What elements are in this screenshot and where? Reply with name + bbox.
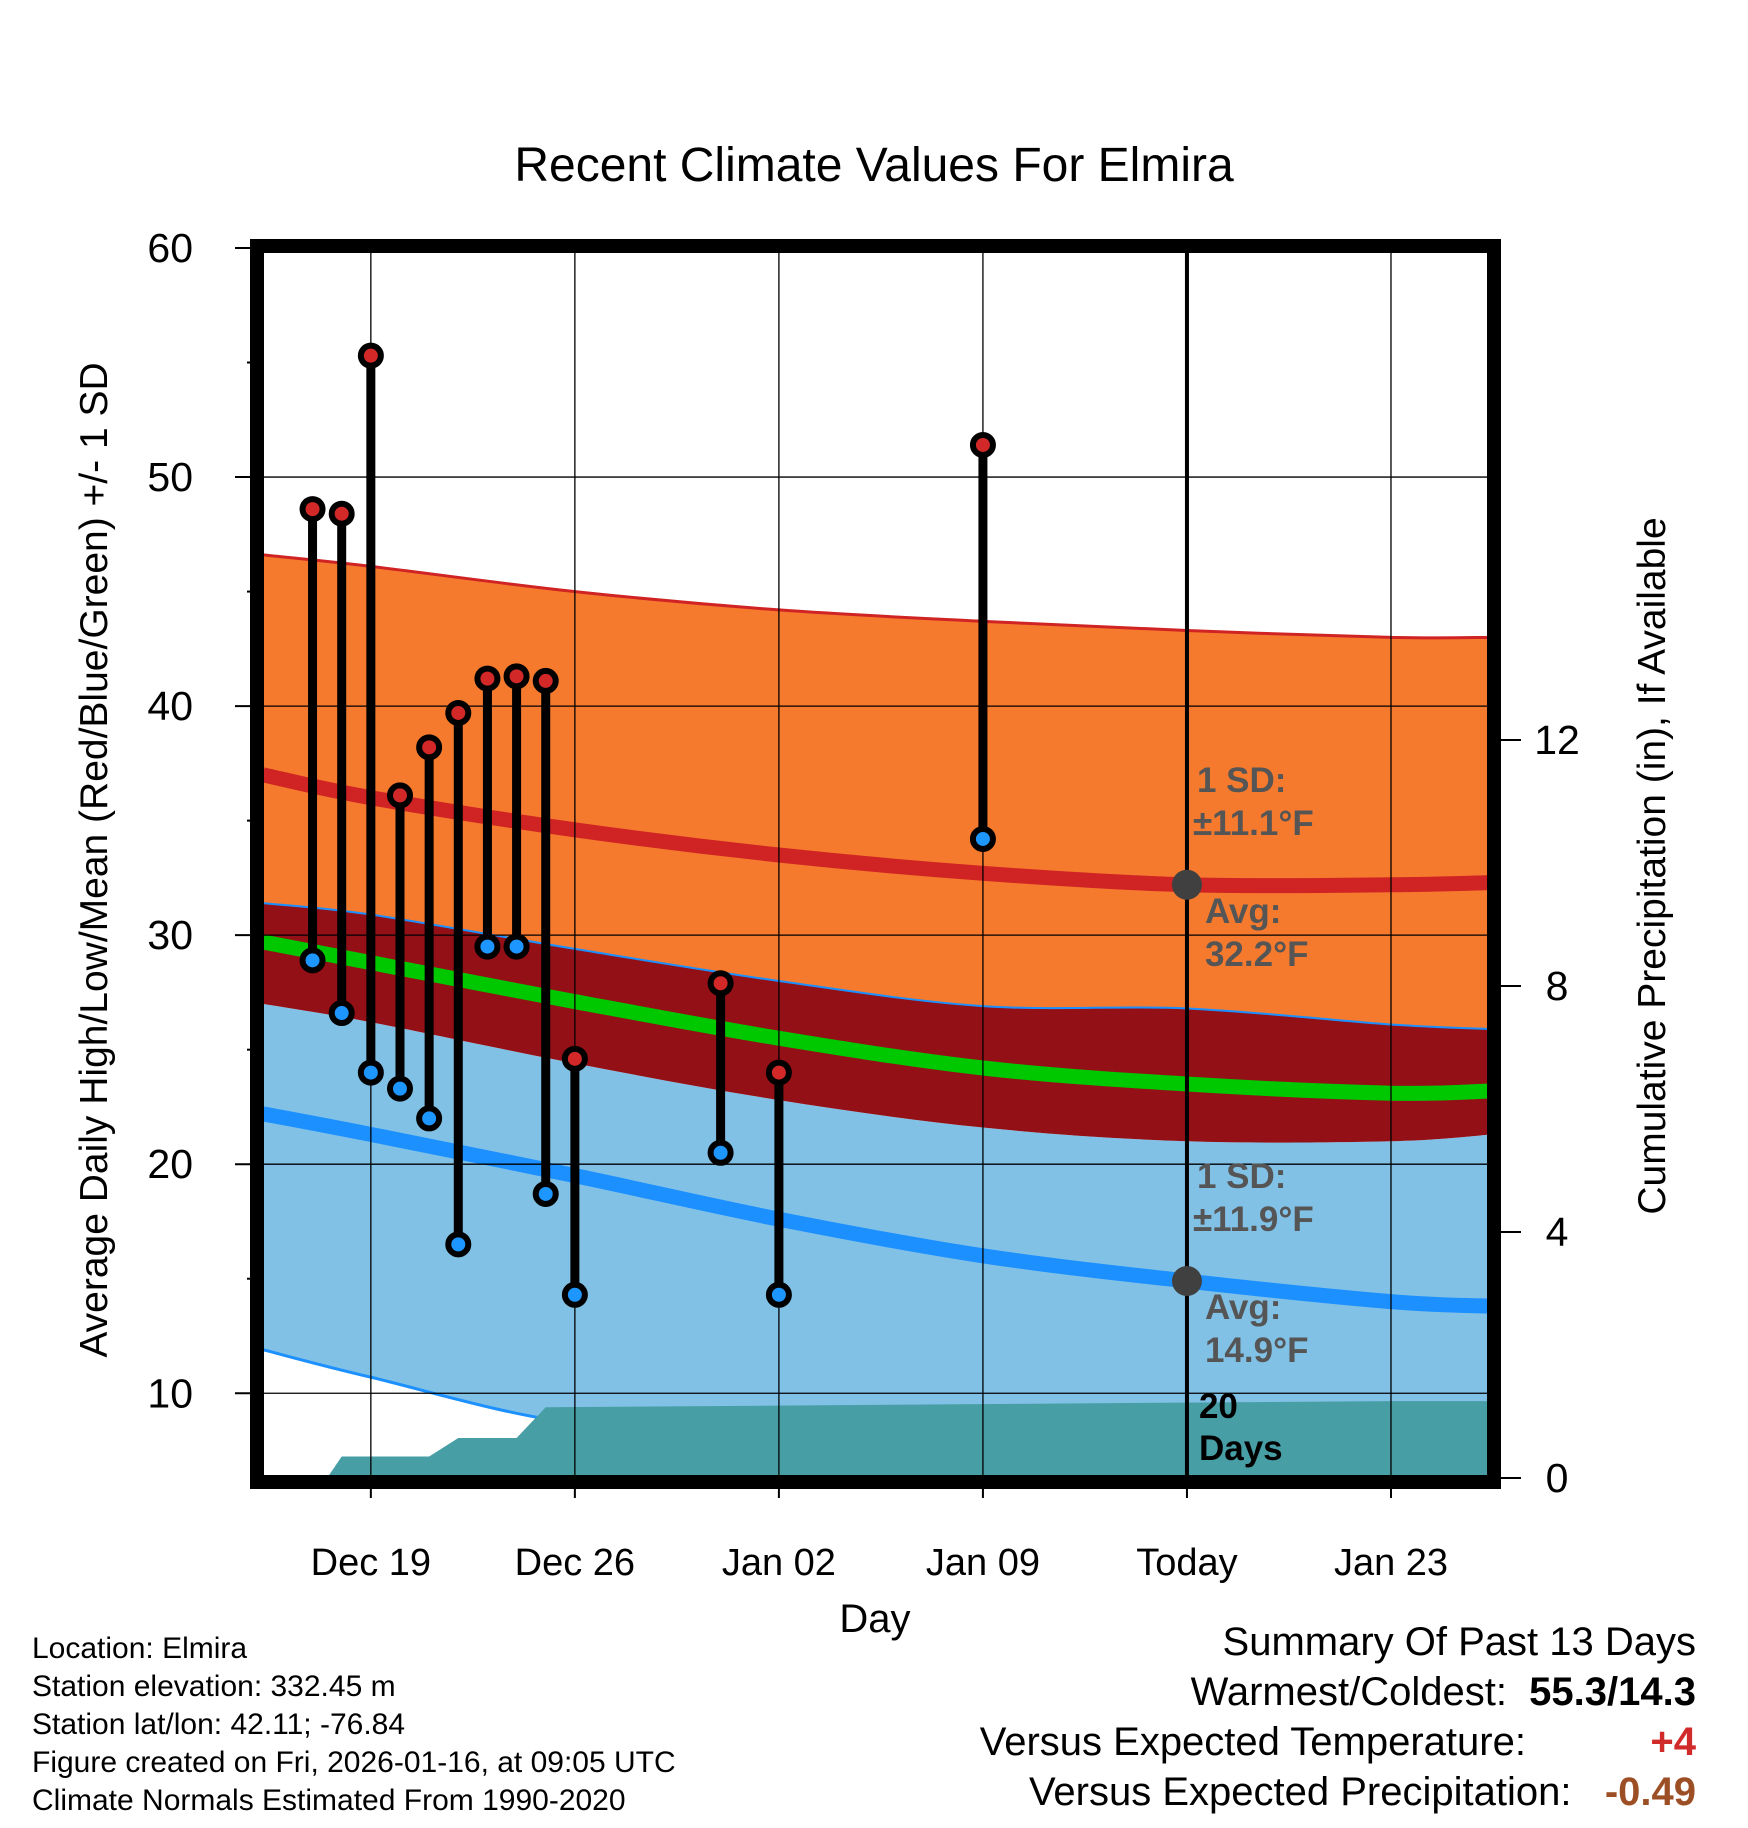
normals-text: Climate Normals Estimated From 1990-2020 (32, 1784, 626, 1817)
obs-low-point (503, 933, 530, 960)
obs-low-point (969, 825, 996, 852)
location-text: Location: Elmira (32, 1632, 248, 1665)
obs-high-point (532, 667, 559, 694)
y-tick-label: 40 (147, 683, 193, 729)
obs-high-point (765, 1059, 792, 1086)
low-sd-label: 1 SD: (1197, 1157, 1286, 1196)
x-tick-label: Jan 23 (1334, 1542, 1448, 1584)
station-info: Location: Elmira Station elevation: 332.… (32, 1630, 676, 1820)
summary-title: Summary Of Past 13 Days (1222, 1620, 1696, 1664)
days-count-label: 20 (1199, 1387, 1238, 1426)
low-sd-value: ±11.9°F (1193, 1200, 1314, 1239)
low-avg-label: Avg: (1205, 1288, 1281, 1327)
x-tick-label: Jan 09 (926, 1542, 1040, 1584)
obs-high-point (328, 500, 355, 527)
obs-high-point (561, 1045, 588, 1072)
y2-tick-label: 8 (1546, 963, 1569, 1009)
created-text: Figure created on Fri, 2026-01-16, at 09… (32, 1746, 676, 1779)
temp-value: +4 (1650, 1720, 1696, 1764)
y-tick-label: 50 (147, 454, 193, 500)
high-avg-value: 32.2°F (1205, 935, 1309, 974)
y-tick-label: 30 (147, 912, 193, 958)
days-unit-label: Days (1199, 1429, 1283, 1468)
obs-low-point (386, 1075, 413, 1102)
summary-temp: Versus Expected Temperature: +4 (980, 1717, 1696, 1767)
obs-high-point (474, 665, 501, 692)
obs-high-point (386, 782, 413, 809)
warm-cold-value: 55.3/14.3 (1529, 1670, 1696, 1714)
x-tick-label: Jan 02 (722, 1542, 836, 1584)
y2-axis-label: Cumulative Precipitation (in), If Availa… (1631, 517, 1674, 1214)
obs-high-point (416, 734, 443, 761)
summary-precip: Versus Expected Precipitation: -0.49 (980, 1767, 1696, 1817)
obs-low-point (532, 1180, 559, 1207)
y-axis-label: Average Daily High/Low/Mean (Red/Blue/Gr… (73, 362, 116, 1357)
temp-label: Versus Expected Temperature: (979, 1720, 1526, 1764)
high-sd-label: 1 SD: (1197, 761, 1286, 800)
chart-title: Recent Climate Values For Elmira (514, 139, 1234, 192)
high-sd-value: ±11.1°F (1193, 804, 1314, 843)
obs-low-point (357, 1059, 384, 1086)
low-avg-value: 14.9°F (1205, 1331, 1309, 1370)
y2-tick-label: 12 (1534, 717, 1580, 763)
obs-high-point (445, 699, 472, 726)
obs-low-point (765, 1281, 792, 1308)
y-tick-label: 10 (147, 1370, 193, 1416)
today-high-avg-marker (1171, 869, 1202, 900)
warm-cold-label: Warmest/Coldest: (1190, 1670, 1507, 1714)
x-tick-label: Today (1136, 1542, 1237, 1584)
elevation-text: Station elevation: 332.45 m (32, 1670, 396, 1703)
y-tick-label: 60 (147, 225, 193, 271)
x-tick-label: Dec 26 (515, 1542, 635, 1584)
precip-value: -0.49 (1604, 1770, 1696, 1814)
today-low-avg-marker (1171, 1266, 1202, 1297)
obs-low-point (299, 947, 326, 974)
obs-low-point (445, 1231, 472, 1258)
x-axis-label: Day (839, 1597, 910, 1641)
obs-high-point (357, 342, 384, 369)
obs-high-point (299, 496, 326, 523)
latlon-text: Station lat/lon: 42.11; -76.84 (32, 1708, 406, 1741)
obs-high-point (969, 431, 996, 458)
summary-panel: Summary Of Past 13 Days Warmest/Coldest:… (980, 1617, 1696, 1817)
low-avg-line (263, 1106, 1493, 1314)
high-avg-label: Avg: (1205, 892, 1281, 931)
obs-low-point (474, 933, 501, 960)
obs-low-point (328, 1000, 355, 1027)
precip-label: Versus Expected Precipitation: (1028, 1770, 1572, 1814)
x-tick-label: Dec 19 (311, 1542, 431, 1584)
obs-high-point (503, 663, 530, 690)
obs-low-point (416, 1105, 443, 1132)
y2-tick-label: 0 (1546, 1455, 1569, 1501)
high-sd-upper-line (263, 553, 1493, 640)
summary-warm-cold: Warmest/Coldest: 55.3/14.3 (980, 1667, 1696, 1717)
plot-frame (250, 239, 1501, 1489)
obs-high-point (707, 970, 734, 997)
y2-tick-label: 4 (1546, 1209, 1569, 1255)
obs-low-point (561, 1281, 588, 1308)
y-tick-label: 20 (147, 1141, 193, 1187)
obs-low-point (707, 1139, 734, 1166)
